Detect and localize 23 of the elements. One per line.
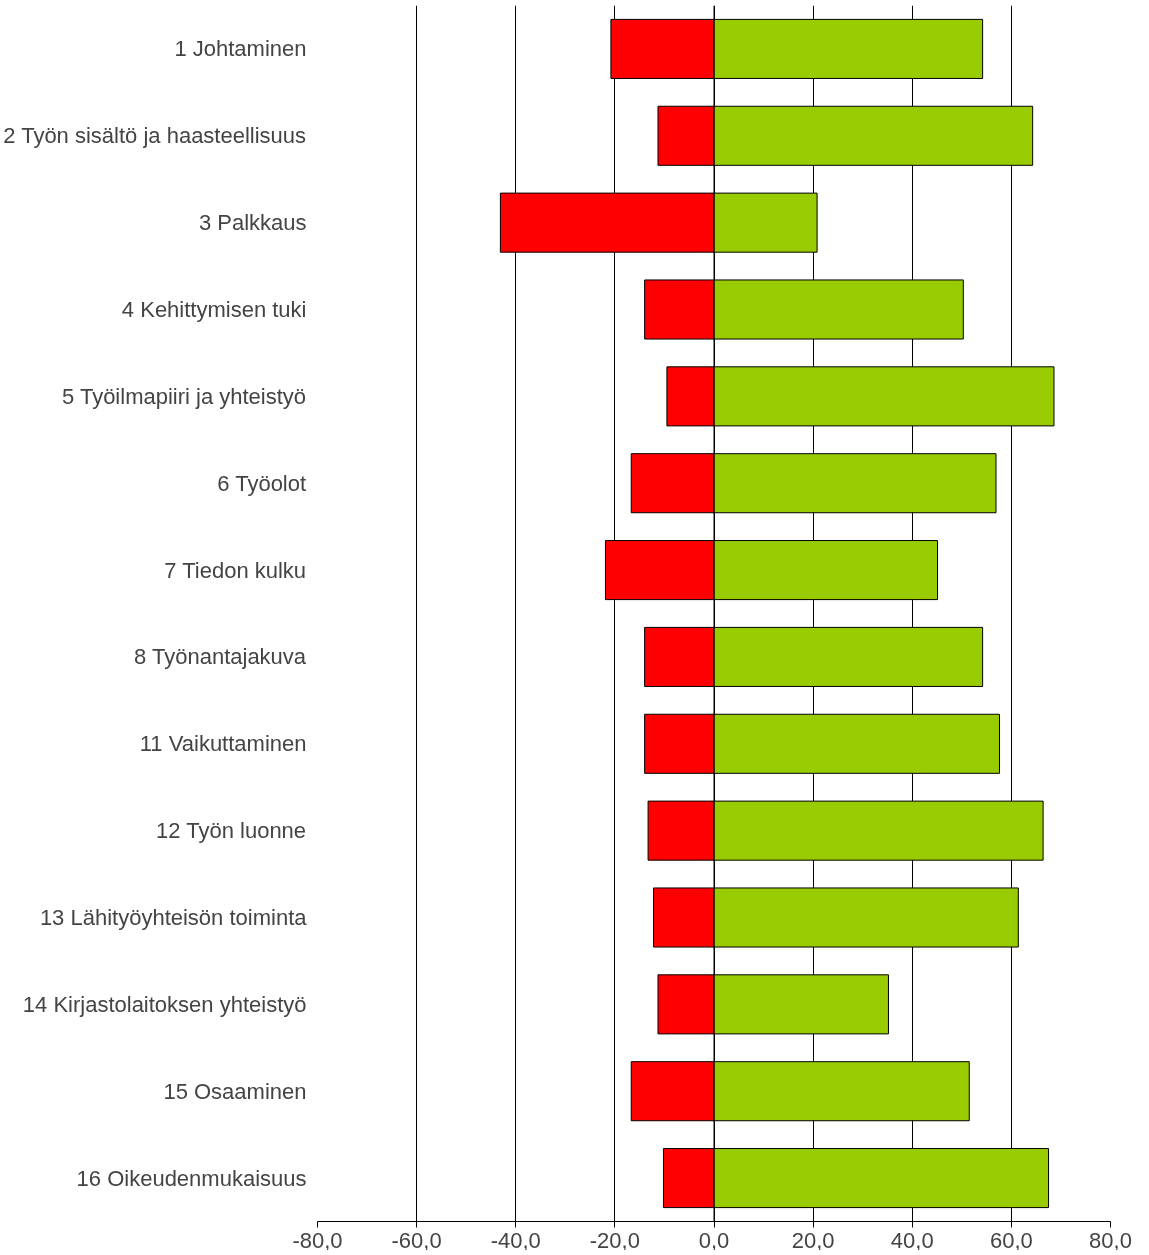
y-tick-label: 8 Työnantajakuva [134, 644, 307, 670]
y-tick-label: 13 Lähityöyhteisön toiminta [39, 905, 308, 930]
x-tick-label: 20,0 [791, 1227, 835, 1253]
y-tick-label: 11 Vaikuttaminen [139, 731, 307, 757]
y-tick-label: 3 Palkkaus [198, 210, 307, 236]
y-tick-label: 6 Työolot [217, 470, 307, 496]
y-tick-label: 5 Työilmapiiri ja yhteistyö [61, 383, 307, 409]
x-tick-label: 40,0 [890, 1227, 934, 1253]
y-tick-label: 7 Tiedon kulku [164, 557, 307, 583]
x-tick-label: 60,0 [989, 1227, 1033, 1253]
x-tick-label: 80,0 [1089, 1227, 1132, 1253]
y-tick-label: 12 Työn luonne [156, 818, 307, 844]
y-tick-label: 1 Johtaminen [174, 36, 307, 62]
x-tick-label: -60,0 [391, 1227, 442, 1253]
y-tick-label: 2 Työn sisältö ja haasteellisuus [3, 123, 307, 149]
x-tick-label: -20,0 [589, 1227, 640, 1253]
x-tick-label: -40,0 [490, 1227, 541, 1253]
x-tick-label: -80,0 [292, 1227, 343, 1253]
y-tick-label: 14 Kirjastolaitoksen yhteistyö [22, 991, 307, 1017]
y-tick-label: 16 Oikeudenmukaisuus [76, 1165, 307, 1191]
y-tick-label: 4 Kehittymisen tuki [121, 297, 307, 322]
y-tick-label: 15 Osaaminen [163, 1078, 307, 1104]
x-tick-label: 0,0 [698, 1227, 730, 1253]
